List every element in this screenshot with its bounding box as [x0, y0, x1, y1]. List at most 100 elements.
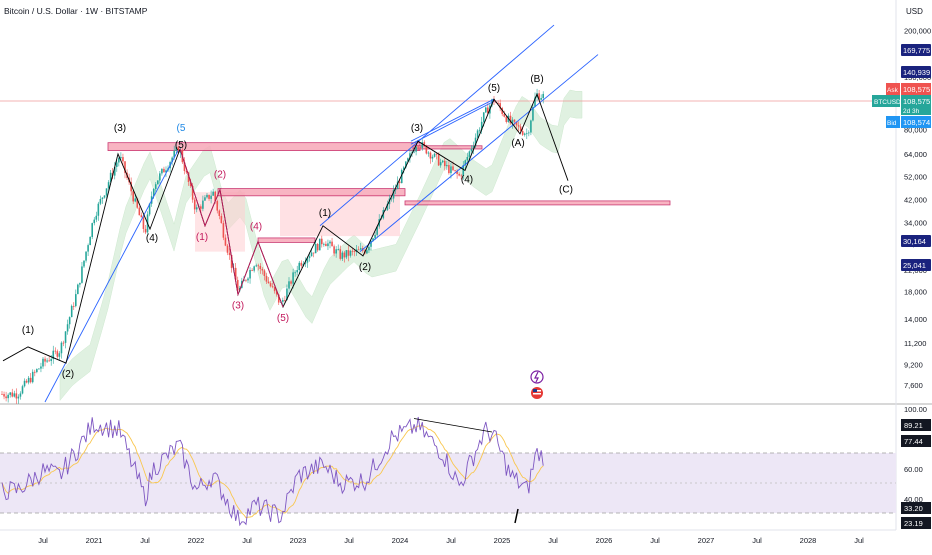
price-badge [901, 83, 931, 95]
candle-body [99, 199, 102, 204]
candle-body [339, 249, 342, 259]
time-tick-label: Jul [140, 536, 150, 545]
candle-body [439, 162, 442, 166]
price-badge-label: Bid [887, 120, 897, 127]
candle-body [202, 200, 204, 209]
wave-label: (4) [461, 174, 473, 185]
candle-body [257, 265, 260, 267]
wave-label: (2) [62, 369, 74, 380]
candle-body [81, 266, 83, 283]
rsi-tick-label: 60.00 [904, 465, 923, 474]
candle-body [482, 112, 485, 122]
candle-body [236, 279, 239, 291]
candle-body [165, 170, 167, 173]
candle-body [403, 167, 405, 170]
us-flag-icon[interactable] [531, 387, 543, 399]
candle-body [294, 272, 296, 274]
candle-body [216, 201, 219, 211]
candle-body [234, 267, 237, 280]
supply-zone [404, 200, 671, 206]
rsi-line [1, 416, 544, 527]
time-tick-label: Jul [38, 536, 48, 545]
candle-body [290, 281, 292, 284]
candle-body [122, 157, 124, 162]
time-tick-label: 2024 [392, 536, 409, 545]
candle-body [228, 252, 231, 255]
candle-body [351, 250, 354, 252]
candle-body [101, 197, 104, 200]
rsi-badge-value: 23.19 [904, 519, 923, 528]
candle-body [353, 250, 356, 252]
price-badge-value: 169,775 [903, 46, 930, 55]
price-tick-label: 9,200 [904, 360, 923, 369]
wave-label: (5) [488, 83, 500, 94]
supply-zone [412, 145, 483, 150]
time-tick-label: 2023 [290, 536, 307, 545]
candle-body [325, 243, 327, 247]
candle-body [386, 204, 389, 210]
candle-body [161, 168, 163, 174]
candle-body [68, 317, 71, 325]
candle-body [372, 238, 374, 241]
price-badge [901, 95, 931, 115]
candle-body [400, 169, 403, 184]
candle-body [7, 394, 9, 399]
candle-body [40, 366, 42, 369]
wave-label: (A) [511, 138, 524, 149]
price-badge-tag [886, 83, 900, 95]
candle-body [310, 252, 313, 257]
elliott-wave-lines[interactable] [2, 92, 569, 364]
wave-label: (1) [319, 208, 331, 219]
candle-body [437, 154, 440, 166]
candle-body [333, 246, 335, 254]
candle-body [407, 158, 409, 162]
candle-body [468, 151, 471, 157]
candle-body [314, 243, 317, 254]
candle-body [214, 191, 216, 202]
price-tick-label: 11,200 [904, 339, 926, 348]
rsi-badge-value: 77.44 [904, 437, 923, 446]
candle-body [413, 151, 415, 153]
candle-body [261, 268, 264, 271]
wave-label: (1) [196, 232, 208, 243]
price-badge-tag [886, 116, 900, 128]
price-tick-label: 34,000 [904, 219, 927, 228]
wave-label: (5) [277, 313, 289, 324]
rsi-badge-value: 33.20 [904, 504, 923, 513]
candle-body [462, 165, 465, 176]
price-tick-label: 80,000 [904, 126, 927, 135]
candle-body [526, 133, 528, 135]
price-tick-label: 7,600 [904, 381, 923, 390]
price-badge-value: 30,164 [903, 237, 926, 246]
rsi-badge [901, 435, 931, 447]
candle-body [204, 197, 206, 201]
candle-body [136, 198, 139, 208]
candle-body [42, 358, 44, 367]
candle-body [300, 262, 303, 266]
candle-body [316, 243, 319, 251]
candle-body [390, 198, 393, 200]
flash-icon[interactable] [530, 370, 544, 384]
candle-body [259, 265, 262, 269]
candle-body [523, 133, 526, 135]
candle-body [11, 392, 14, 397]
time-tick-label: 2026 [596, 536, 613, 545]
candle-body [132, 191, 134, 202]
time-axis[interactable]: Jul 2021 Jul 2022 Jul 2023 Jul 2024 Jul 2025 Jul 20… [38, 536, 864, 545]
candle-body [519, 126, 522, 132]
candle-body [304, 262, 307, 264]
candle-body [370, 240, 372, 247]
candle-body [271, 286, 274, 288]
candle-body [521, 131, 524, 135]
supply-zones [107, 142, 671, 243]
candle-body [480, 121, 483, 130]
symbol-title: Bitcoin / U.S. Dollar · 1W · BITSTAMP [4, 6, 148, 16]
candle-body [398, 181, 401, 184]
candle-body [56, 351, 59, 357]
candle-body [312, 252, 315, 254]
candle-body [540, 98, 542, 100]
candle-body [429, 152, 432, 159]
candle-body [105, 188, 108, 196]
candle-body [77, 284, 79, 295]
